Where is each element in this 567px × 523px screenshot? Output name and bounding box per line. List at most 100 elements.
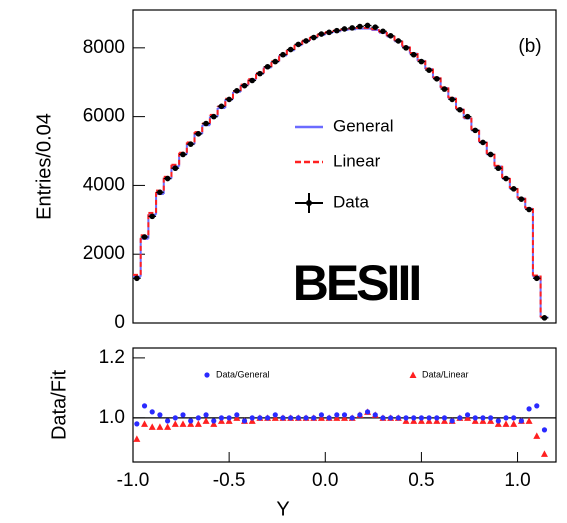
step-connector <box>139 27 542 318</box>
ratio-point <box>225 417 233 424</box>
ratio-point <box>510 420 518 427</box>
ratio-point <box>149 409 155 415</box>
ratio-point <box>425 417 433 424</box>
ratio-point <box>418 415 425 421</box>
ratio-point <box>440 417 448 424</box>
ratio-point <box>395 415 401 421</box>
ratio-point <box>410 417 418 424</box>
legend-label: General <box>333 116 393 135</box>
ratio-point <box>426 415 432 421</box>
ratio-point <box>464 412 471 418</box>
ratio-point <box>187 420 195 427</box>
ratio-point <box>457 415 463 421</box>
ratio-point <box>211 418 217 424</box>
ratio-point <box>518 418 524 424</box>
ratio-point <box>495 418 501 424</box>
ratio-point <box>540 450 548 457</box>
ratio-point <box>295 415 301 421</box>
ratio-point <box>526 406 532 412</box>
y-axis-title: Data/Fit <box>48 370 70 440</box>
y-tick-label: 4000 <box>83 174 125 195</box>
y-tick-label: 1.0 <box>99 407 125 428</box>
ratio-point <box>248 417 256 424</box>
legend-symbol <box>409 371 417 378</box>
plot-frame <box>132 9 557 324</box>
ratio-point <box>210 420 218 427</box>
ratio-point <box>157 412 163 418</box>
ratio-point <box>141 420 149 427</box>
y-tick-label: 1.2 <box>99 347 125 368</box>
legend-symbol <box>204 372 210 378</box>
ratio-point <box>288 415 294 421</box>
legend-label: Data/Linear <box>422 369 469 379</box>
ratio-point <box>165 418 171 424</box>
ratio-point <box>326 415 332 421</box>
y-tick-label: 0 <box>114 312 125 333</box>
ratio-point <box>479 417 487 424</box>
ratio-point <box>525 417 533 424</box>
x-tick-label: -1.0 <box>117 470 150 491</box>
ratio-point <box>272 412 278 418</box>
logo: BESIII <box>293 255 420 311</box>
ratio-point <box>241 418 248 424</box>
ratio-point <box>249 415 255 421</box>
ratio-point <box>487 417 495 424</box>
ratio-point <box>464 414 472 421</box>
legend-label: Data <box>333 192 369 211</box>
ratio-point <box>402 417 410 424</box>
ratio-point <box>172 415 178 421</box>
ratio-point <box>472 415 478 421</box>
ratio-point <box>411 415 417 421</box>
ratio-point <box>156 423 164 430</box>
ratio-point <box>534 403 540 409</box>
ratio-point <box>441 415 448 421</box>
ratio-point <box>502 420 510 427</box>
x-tick-label: 0.0 <box>312 470 338 491</box>
ratio-point <box>341 412 348 418</box>
ratio-point <box>148 423 156 430</box>
ratio-point <box>334 412 340 418</box>
ratio-point <box>264 415 271 421</box>
ratio-point <box>234 412 240 418</box>
y-axis-title: Entries/0.04 <box>33 113 55 220</box>
ratio-point <box>341 414 348 421</box>
ratio-point <box>433 417 441 424</box>
ratio-point <box>480 415 486 421</box>
ratio-point <box>194 420 202 427</box>
y-tick-label: 2000 <box>83 243 125 264</box>
ratio-point <box>471 417 479 424</box>
ratio-point <box>203 412 209 418</box>
ratio-point <box>511 415 517 421</box>
x-axis-title: Y <box>276 498 289 520</box>
legend-label: Data/General <box>216 369 270 379</box>
ratio-point <box>226 415 232 421</box>
ratio-point <box>134 421 140 427</box>
ratio-point <box>494 420 502 427</box>
ratio-point <box>317 414 325 421</box>
plot-frame <box>132 347 557 463</box>
ratio-point <box>503 415 509 421</box>
ratio-point <box>364 409 371 415</box>
ratio-point <box>271 414 279 421</box>
ratio-point <box>372 412 378 418</box>
ratio-point <box>318 412 325 418</box>
ratio-point <box>218 415 225 421</box>
ratio-point <box>188 418 194 424</box>
ratio-point <box>311 415 317 421</box>
ratio-point <box>202 417 210 424</box>
ratio-point <box>179 420 187 427</box>
ratio-point <box>233 414 241 421</box>
x-tick-label: -0.5 <box>213 470 246 491</box>
ratio-point <box>303 415 309 421</box>
ratio-point <box>217 417 225 424</box>
ratio-point <box>180 412 186 418</box>
ratio-point <box>333 414 341 421</box>
ratio-point <box>434 415 440 421</box>
panel-label: (b) <box>518 36 541 57</box>
ratio-point <box>195 415 201 421</box>
legend-label: Linear <box>333 151 381 170</box>
x-tick-label: 0.5 <box>408 470 434 491</box>
ratio-point <box>488 415 494 421</box>
